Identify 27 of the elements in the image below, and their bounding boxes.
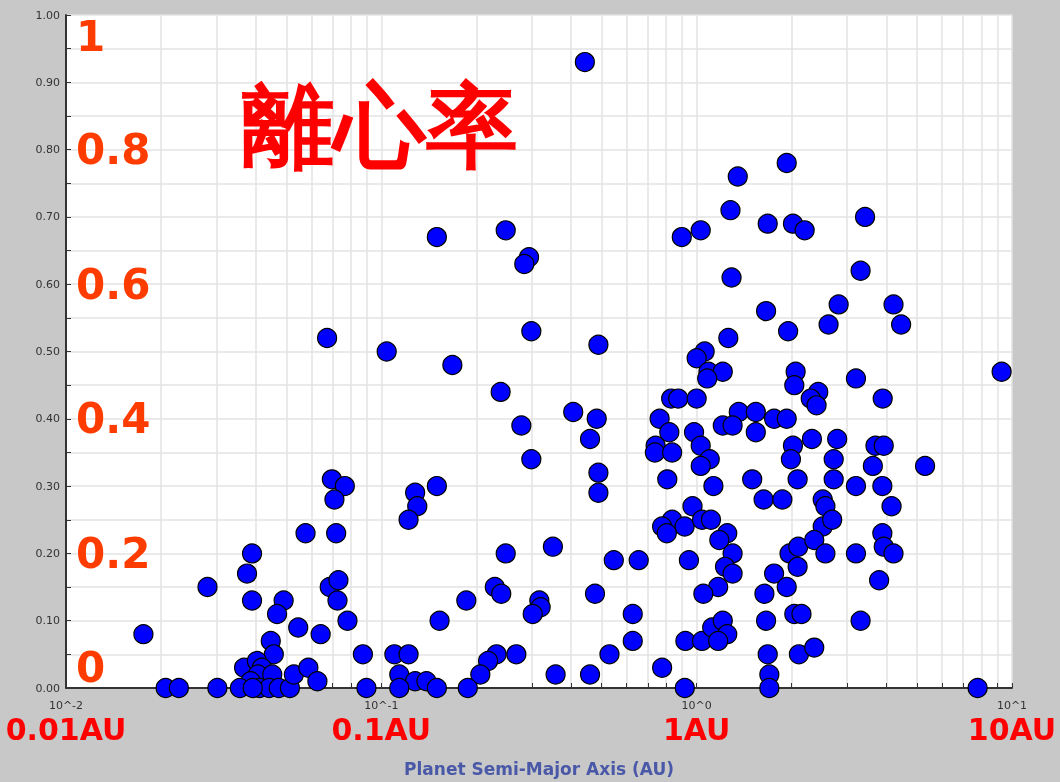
y2-tick-label: 0	[76, 642, 106, 692]
text: 10AU	[967, 711, 1057, 747]
annotation: 離心率	[241, 72, 518, 180]
y-tick-label: 0.00	[35, 681, 60, 695]
x-tick-label: 10^0	[681, 699, 712, 712]
x-tick-label: 10^-2	[48, 699, 84, 712]
y-tick-label: 0.50	[35, 345, 60, 358]
y2-tick-label: 0.4	[76, 394, 151, 444]
y-tick-label: 0.90	[35, 75, 60, 89]
y-tick-label: 0.30	[35, 479, 60, 493]
y-tick-label: 1.00	[35, 8, 60, 22]
text: 1AU	[662, 711, 731, 747]
y2-tick-label: 0.6	[76, 259, 151, 309]
y-tick-label: 0.80	[35, 143, 60, 157]
y2-tick-label: 0.8	[76, 125, 151, 175]
x-tick-label: 10^1	[996, 699, 1028, 712]
y-tick-label: 0.10	[35, 614, 60, 628]
y-tick-label: 0.70	[35, 210, 60, 224]
y-tick-label: 0.20	[35, 546, 60, 560]
text: 0.01AU	[5, 711, 127, 747]
x-tick-label: 10^-1	[364, 699, 399, 712]
x-axis-title: Planet Semi-Major Axis (AU)	[404, 758, 674, 779]
y2-tick-label: 1	[76, 11, 106, 61]
y2-tick-label: 0.2	[76, 528, 151, 578]
text: 0.1AU	[331, 711, 432, 747]
y-tick-label: 0.40	[35, 412, 60, 426]
y-tick-label: 0.60	[35, 277, 60, 291]
